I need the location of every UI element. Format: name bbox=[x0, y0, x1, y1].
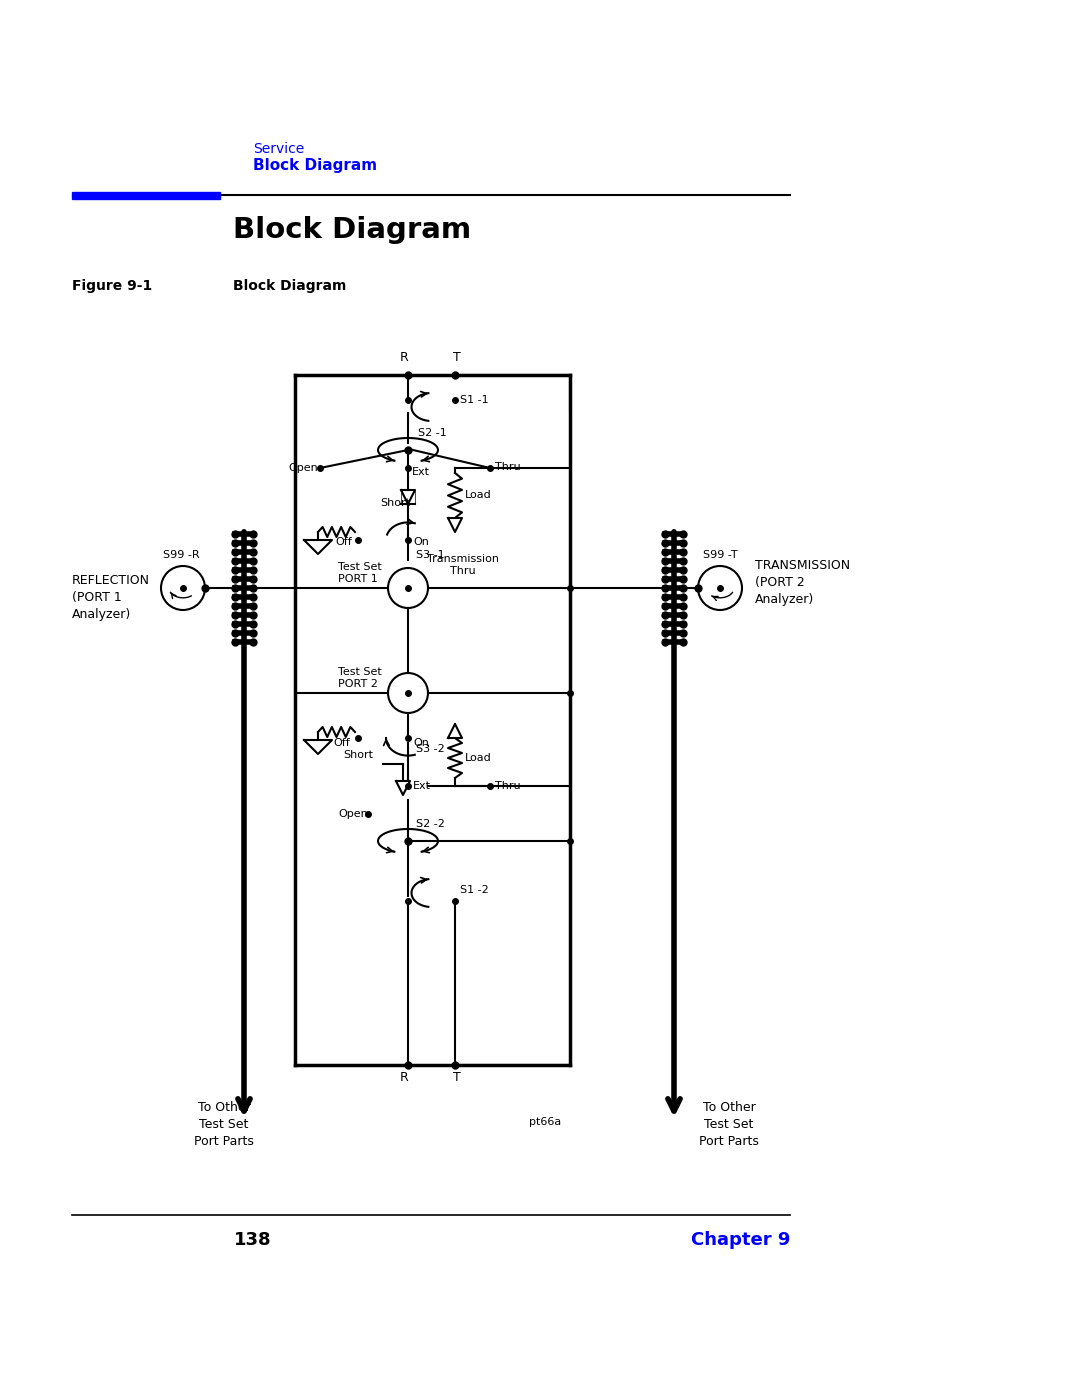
Text: Load: Load bbox=[465, 753, 491, 763]
Text: REFLECTION
(PORT 1
Analyzer): REFLECTION (PORT 1 Analyzer) bbox=[72, 574, 150, 622]
Text: Ext: Ext bbox=[413, 781, 431, 791]
Polygon shape bbox=[396, 781, 410, 795]
Text: On: On bbox=[413, 738, 429, 747]
Text: Block Diagram: Block Diagram bbox=[253, 158, 377, 173]
Text: Thru: Thru bbox=[495, 781, 521, 791]
Polygon shape bbox=[401, 490, 415, 504]
Text: 138: 138 bbox=[234, 1231, 272, 1249]
Text: Test Set
PORT 2: Test Set PORT 2 bbox=[338, 668, 381, 689]
Polygon shape bbox=[448, 518, 462, 532]
Text: Transmission
Thru: Transmission Thru bbox=[427, 555, 499, 576]
Polygon shape bbox=[303, 541, 332, 555]
Text: Off: Off bbox=[333, 738, 350, 747]
Text: S3 -1: S3 -1 bbox=[416, 550, 445, 560]
Text: T: T bbox=[454, 1071, 461, 1084]
Text: To Other
Test Set
Port Parts: To Other Test Set Port Parts bbox=[699, 1101, 759, 1148]
Text: On: On bbox=[413, 536, 429, 548]
Text: pt66a: pt66a bbox=[529, 1118, 562, 1127]
Text: Test Set
PORT 1: Test Set PORT 1 bbox=[338, 563, 381, 584]
Text: Ext: Ext bbox=[411, 467, 430, 476]
Text: Block Diagram: Block Diagram bbox=[233, 217, 471, 244]
Text: Open: Open bbox=[288, 462, 318, 474]
Text: S2 -2: S2 -2 bbox=[416, 819, 445, 828]
Text: R: R bbox=[400, 1071, 408, 1084]
Text: Figure 9-1: Figure 9-1 bbox=[72, 279, 152, 293]
Text: Off: Off bbox=[335, 536, 352, 548]
Text: R: R bbox=[400, 351, 408, 365]
Text: Thru: Thru bbox=[495, 462, 521, 472]
Text: T: T bbox=[454, 351, 461, 365]
Text: S1 -2: S1 -2 bbox=[460, 886, 489, 895]
Text: Chapter 9: Chapter 9 bbox=[690, 1231, 789, 1249]
Text: To Other
Test Set
Port Parts: To Other Test Set Port Parts bbox=[194, 1101, 254, 1148]
Text: Service: Service bbox=[253, 142, 305, 156]
Text: Load: Load bbox=[465, 490, 491, 500]
Bar bbox=[72, 191, 220, 198]
Text: Block Diagram: Block Diagram bbox=[233, 279, 347, 293]
Text: TRANSMISSION
(PORT 2
Analyzer): TRANSMISSION (PORT 2 Analyzer) bbox=[755, 559, 850, 606]
Text: Open: Open bbox=[338, 809, 368, 819]
Text: S2 -1: S2 -1 bbox=[418, 427, 447, 439]
Polygon shape bbox=[303, 740, 332, 754]
Text: Short: Short bbox=[343, 750, 373, 760]
Text: S99 -R: S99 -R bbox=[163, 550, 200, 560]
Text: S99 -T: S99 -T bbox=[703, 550, 738, 560]
Text: S3 -2: S3 -2 bbox=[416, 745, 445, 754]
Polygon shape bbox=[448, 724, 462, 738]
Text: Short: Short bbox=[380, 497, 410, 509]
Text: S1 -1: S1 -1 bbox=[460, 395, 488, 405]
